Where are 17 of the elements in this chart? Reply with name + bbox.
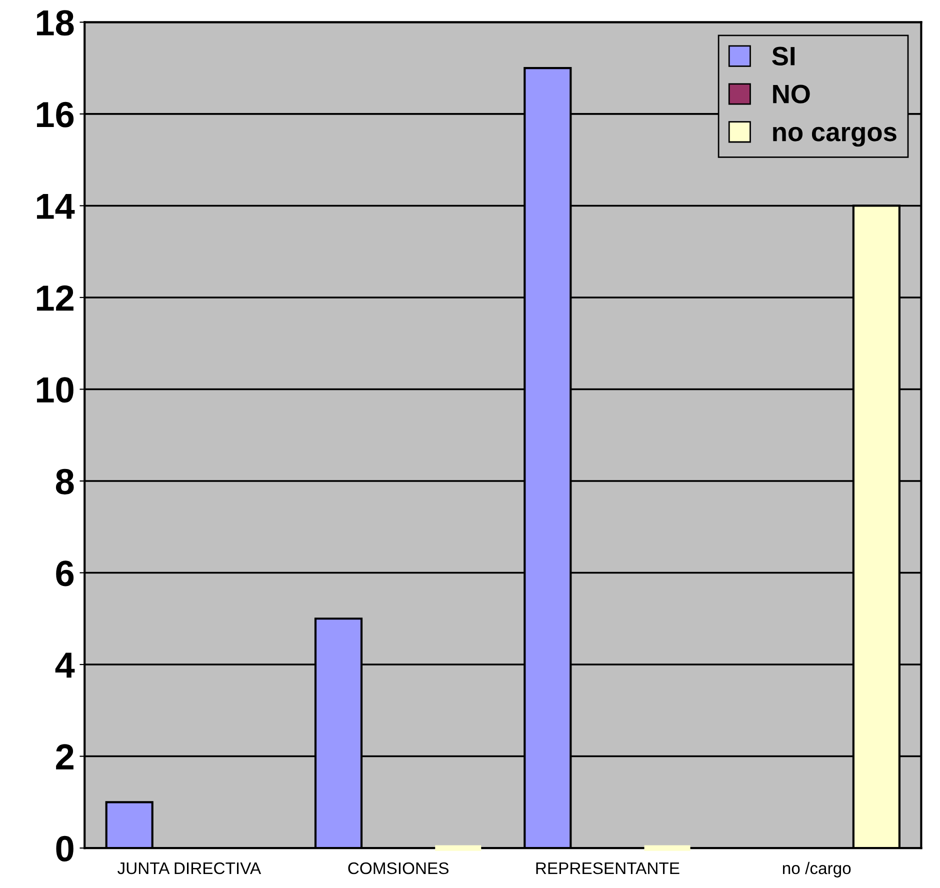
- y-tick-label: 6: [56, 560, 74, 586]
- x-tick-label: REPRESENTANTE: [536, 862, 680, 874]
- y-tick-label: 16: [36, 102, 74, 128]
- y-tick-label: 4: [55, 652, 75, 678]
- x-tick-label: COMSIONES: [348, 862, 448, 874]
- legend-label: SI: [772, 46, 795, 66]
- legend-label: NO: [773, 84, 810, 104]
- legend-label: no cargos: [773, 126, 896, 147]
- y-tick-label: 2: [56, 744, 74, 770]
- y-tick-label: 18: [36, 10, 74, 36]
- x-tick-label: no /cargo: [782, 862, 851, 878]
- y-tick-label: 12: [36, 285, 74, 311]
- y-tick-label: 14: [36, 194, 75, 219]
- x-tick-label: JUNTA DIRECTIVA: [118, 862, 262, 874]
- y-tick-label: 0: [56, 836, 74, 862]
- y-tick-label: 8: [56, 468, 74, 494]
- y-tick-label: 10: [36, 377, 74, 403]
